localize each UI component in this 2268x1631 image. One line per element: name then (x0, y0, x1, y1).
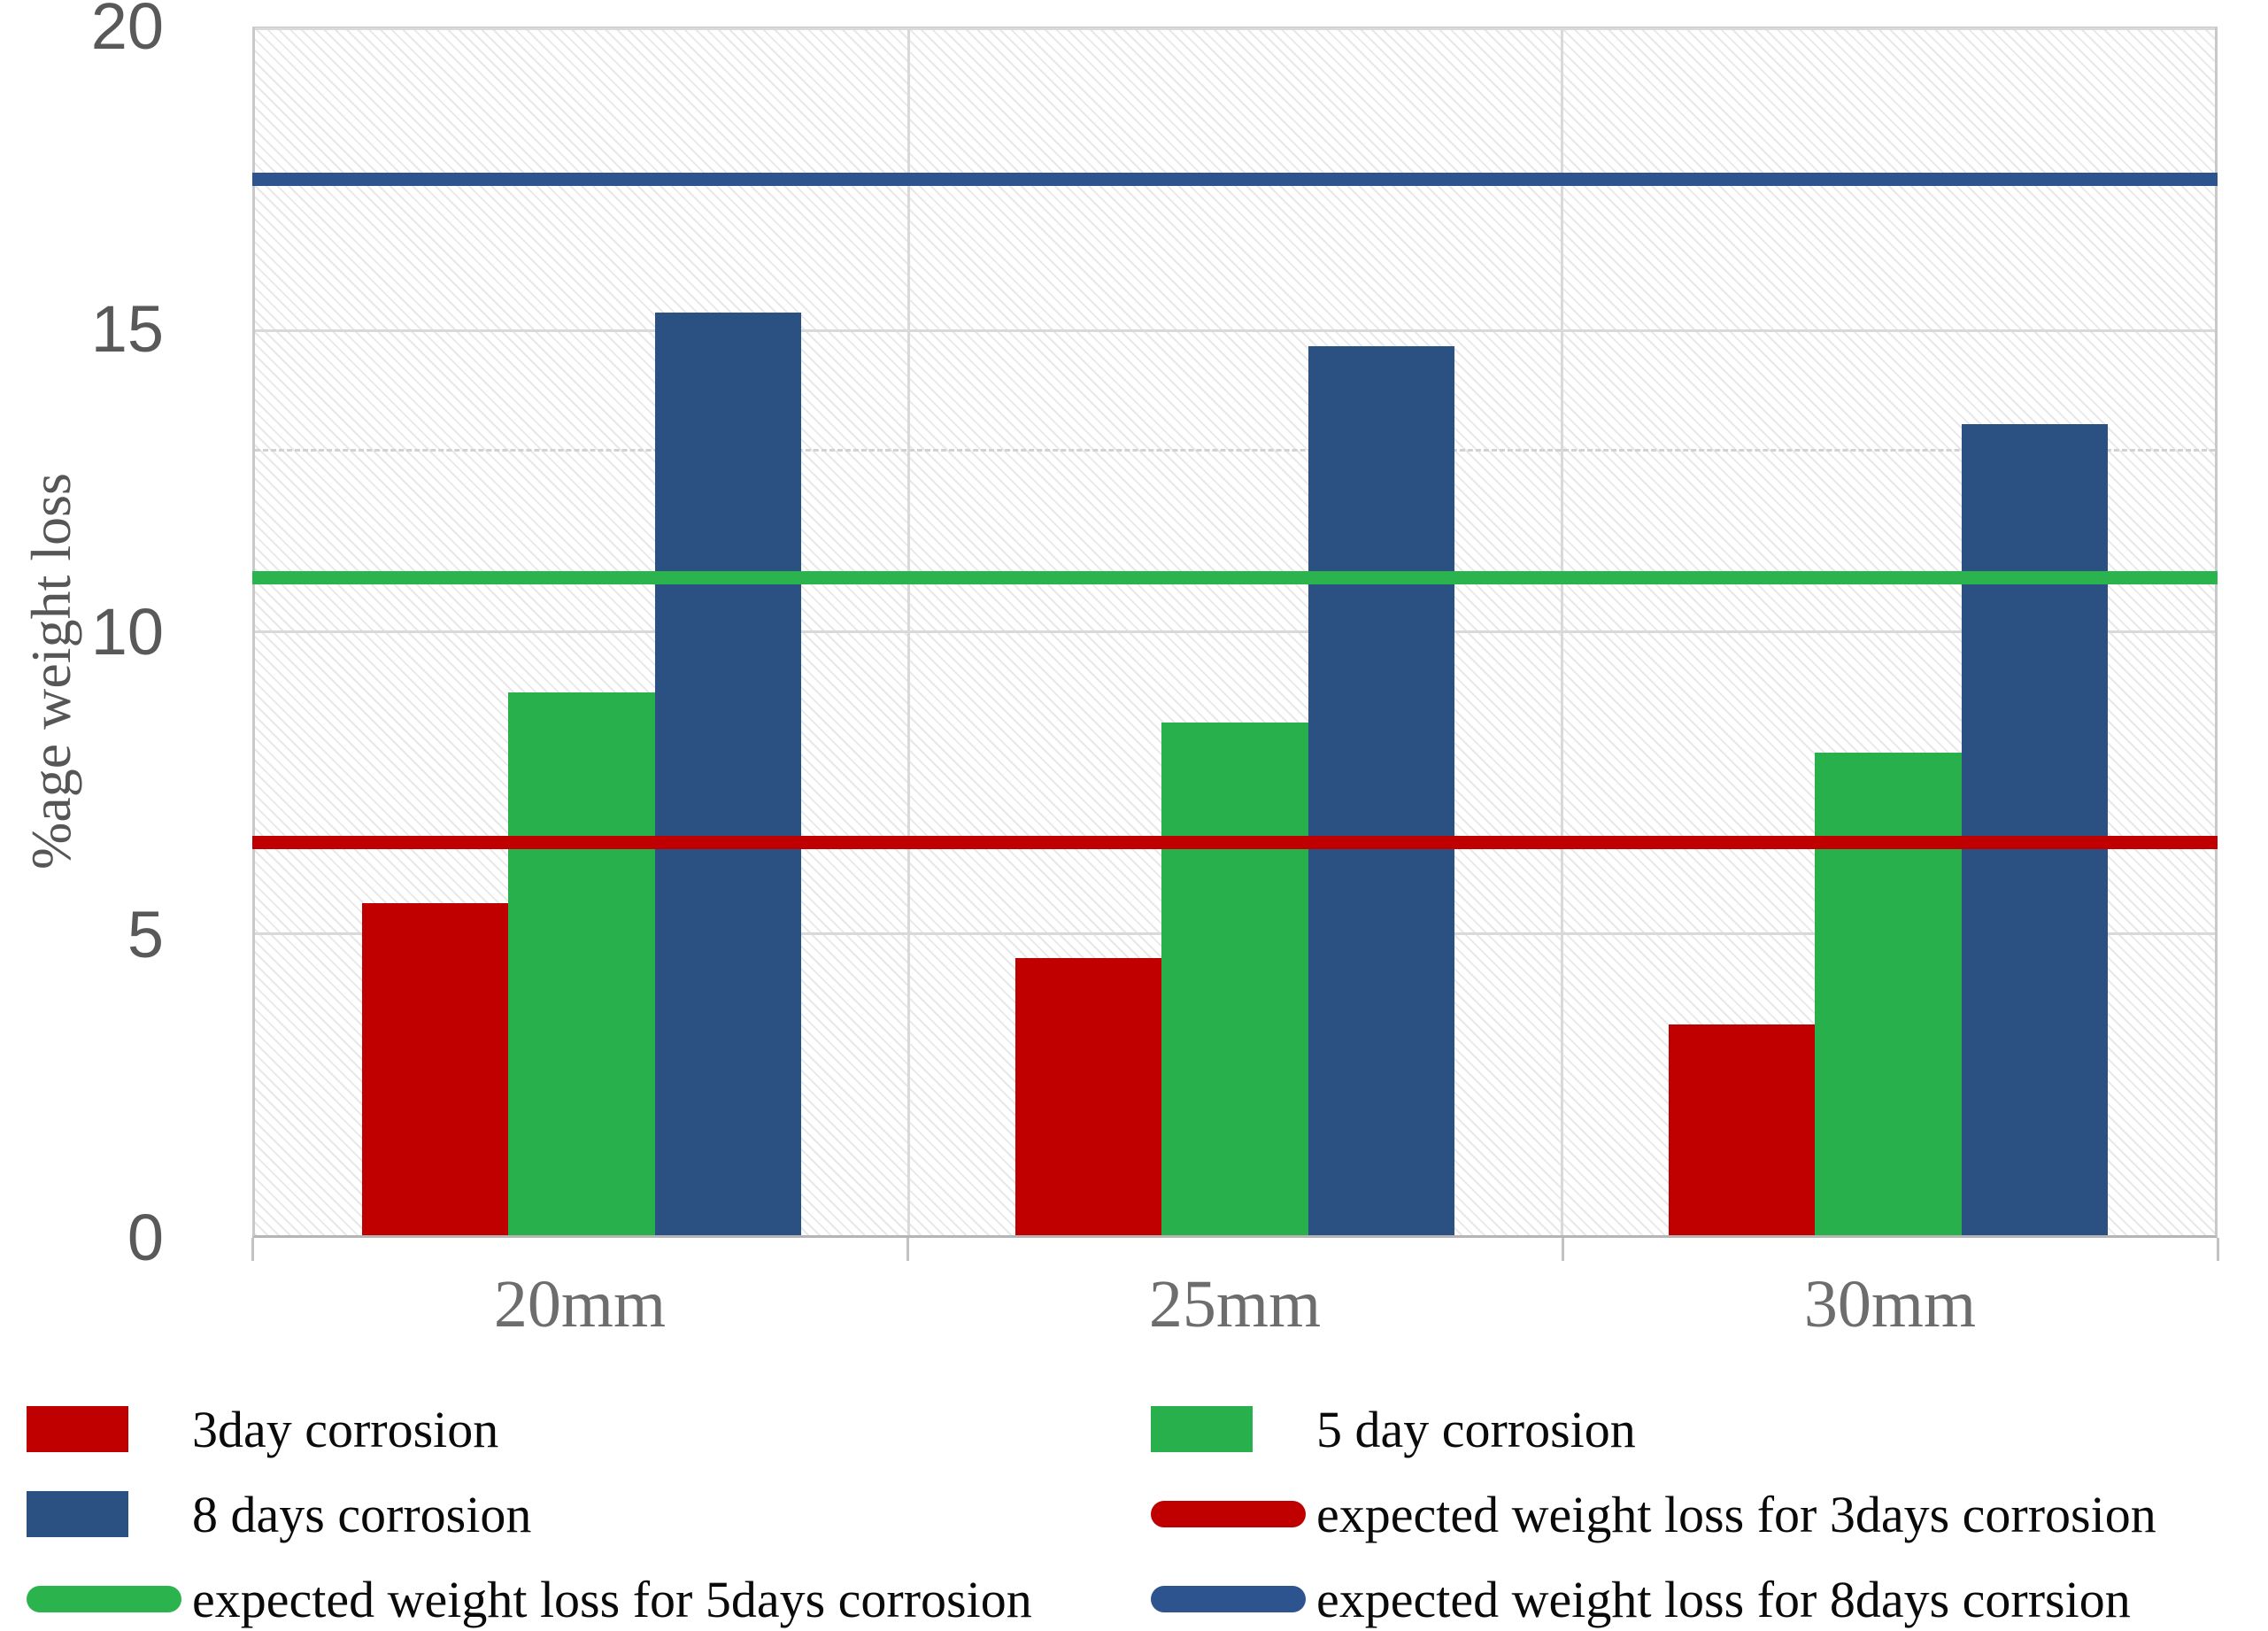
v-gridline-1 (906, 29, 910, 1235)
y-tick-label-20: 20 (90, 0, 164, 63)
minor-dashed-gridline (255, 448, 2215, 452)
bar-3day-corrosion-25mm (1014, 957, 1162, 1235)
legend-label: 3day corrosion (192, 1400, 499, 1458)
bar-group-20mm (255, 29, 908, 1235)
legend-label: expected weight loss for 3days corrosion (1316, 1485, 2156, 1543)
legend-swatch-box (27, 1491, 181, 1537)
line-expected-weight-loss-for-8days-corrsion (252, 173, 2218, 187)
legend-line-swatch-expected-weight-loss-for-5days-corrosion (27, 1586, 181, 1612)
y-tick-label-5: 5 (127, 898, 164, 971)
legend-swatch-box (27, 1586, 181, 1612)
bar-5-day-corrosion-25mm (1161, 723, 1308, 1235)
x-axis-tick-1 (906, 1238, 909, 1261)
legend-swatch-box (1151, 1406, 1306, 1452)
bar-8-days-corrosion-30mm (1961, 424, 2109, 1235)
h-gridline-20 (255, 27, 2215, 30)
y-tick-label-15: 15 (90, 292, 164, 366)
legend-item-expected-weight-loss-for-8days-corrsion: expected weight loss for 8days corrsion (1151, 1567, 2268, 1631)
legend-color-swatch-3day-corrosion (27, 1406, 128, 1452)
line-expected-weight-loss-for-5days-corrosion (252, 570, 2218, 584)
bar-5-day-corrosion-30mm (1815, 753, 1962, 1235)
bar-3day-corrosion-20mm (361, 903, 509, 1235)
legend-item-expected-weight-loss-for-5days-corrosion: expected weight loss for 5days corrosion (27, 1567, 1151, 1631)
x-axis-tick-0 (251, 1238, 254, 1261)
legend-label: 5 day corrosion (1316, 1400, 1636, 1458)
legend-swatch-box (1151, 1586, 1306, 1612)
legend: 3day corrosion 5 day corrosion 8 days corr… (27, 1397, 2268, 1631)
x-category-label-25mm: 25mm (1148, 1267, 1322, 1341)
v-gridline-2 (1560, 29, 1563, 1235)
legend-color-swatch-5-day-corrosion (1151, 1406, 1253, 1452)
legend-item-8-days-corrosion: 8 days corrosion (27, 1482, 1151, 1546)
legend-item-expected-weight-loss-for-3days-corrosion: expected weight loss for 3days corrosion (1151, 1482, 2268, 1546)
x-category-label-20mm: 20mm (493, 1267, 667, 1341)
y-tick-label-10: 10 (90, 595, 164, 669)
x-axis-tick-3 (2217, 1238, 2219, 1261)
bar-8-days-corrosion-25mm (1308, 345, 1455, 1235)
bar-8-days-corrosion-20mm (654, 313, 802, 1235)
x-category-label-30mm: 30mm (1803, 1267, 1977, 1341)
legend-line-swatch-expected-weight-loss-for-3days-corrosion (1151, 1501, 1306, 1527)
plot-area (252, 27, 2218, 1238)
legend-line-swatch-expected-weight-loss-for-8days-corrsion (1151, 1586, 1306, 1612)
legend-label: expected weight loss for 8days corrsion (1316, 1570, 2131, 1628)
legend-color-swatch-8-days-corrosion (27, 1491, 128, 1537)
y-axis-tick-labels: 0 5 10 15 20 (0, 0, 164, 1273)
y-tick-label-0: 0 (127, 1201, 164, 1274)
bar-3day-corrosion-30mm (1668, 1024, 1816, 1235)
legend-label: 8 days corrosion (192, 1485, 532, 1543)
x-axis-tick-2 (1562, 1238, 1564, 1261)
legend-swatch-box (27, 1406, 181, 1452)
legend-label: expected weight loss for 5days corrosion (192, 1570, 1032, 1628)
legend-item-5-day-corrosion: 5 day corrosion (1151, 1397, 2268, 1461)
line-expected-weight-loss-for-3days-corrosion (252, 836, 2218, 850)
legend-item-3day-corrosion: 3day corrosion (27, 1397, 1151, 1461)
legend-swatch-box (1151, 1501, 1306, 1527)
h-gridline-10 (255, 630, 2215, 633)
bar-group-25mm (908, 29, 1562, 1235)
h-gridline-15 (255, 329, 2215, 332)
bar-group-30mm (1562, 29, 2215, 1235)
bar-5-day-corrosion-20mm (508, 692, 655, 1235)
